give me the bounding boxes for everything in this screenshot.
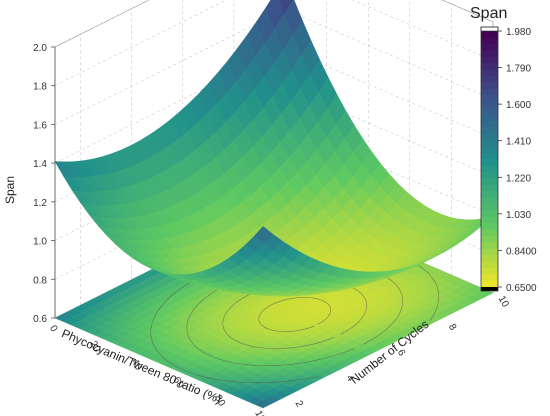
colorbar-segment <box>481 152 498 160</box>
colorbar-segment <box>481 235 498 243</box>
z-tick-label: 0.8 <box>33 275 47 286</box>
z-tick-label: 1.2 <box>33 198 47 209</box>
colorbar-segment <box>481 261 498 269</box>
y-tick-label: 10 <box>496 294 511 310</box>
colorbar-frame <box>480 26 499 292</box>
colorbar-label: 0.8400 <box>506 246 537 257</box>
floor-contour <box>258 297 332 332</box>
colorbar-segment <box>481 242 498 250</box>
colorbar-segment <box>481 127 498 134</box>
colorbar-segment <box>481 101 498 109</box>
colorbar-label: 1.600 <box>506 100 531 111</box>
colorbar-segment <box>481 191 498 198</box>
colorbar-segment <box>481 216 498 224</box>
colorbar-segment <box>481 107 498 115</box>
colorbar-segment <box>481 50 498 58</box>
colorbar-segment <box>481 139 498 147</box>
colorbar-segment <box>481 229 498 237</box>
z-tick-label: 0.6 <box>33 314 47 325</box>
colorbar-cap-top <box>480 26 499 32</box>
colorbar-segment <box>481 210 498 218</box>
colorbar-cap-bottom <box>481 287 498 291</box>
colorbar-segment <box>481 178 498 186</box>
z-tick-label: 2.0 <box>33 43 47 54</box>
colorbar-segment <box>481 197 498 205</box>
gridline <box>54 0 494 48</box>
z-tick-label: 1.0 <box>33 237 47 248</box>
colorbar-segment <box>481 203 498 211</box>
colorbar-segment <box>481 31 498 38</box>
x-tick-label: 40 <box>129 357 144 373</box>
colorbar-segment <box>481 146 498 154</box>
response-surface <box>54 0 494 297</box>
gridline <box>54 47 494 164</box>
colorbar-segment <box>481 56 498 64</box>
colorbar-segment <box>481 165 498 173</box>
colorbar: Span 1.980 1.790 1.600 1.410 1.220 1.030 0.840… <box>470 5 537 294</box>
colorbar-label: 1.410 <box>506 137 531 148</box>
colorbar-segment <box>481 95 498 102</box>
colorbar-segment <box>481 88 498 96</box>
colorbar-label: 0.6500 <box>506 283 537 294</box>
colorbar-segment <box>481 184 498 192</box>
colorbar-segment <box>481 280 498 288</box>
colorbar-segment <box>481 223 498 230</box>
y-tick-label: 4 <box>344 373 357 384</box>
colorbar-segment <box>481 267 498 275</box>
y-tick-label: 8 <box>446 322 459 333</box>
colorbar-segment <box>481 274 498 282</box>
x-tick-label: 20 <box>87 339 102 355</box>
x-tick-label: 100 <box>252 409 270 416</box>
colorbar-segment <box>481 248 498 256</box>
z-axis-label: Span <box>3 176 17 204</box>
gridline <box>54 0 494 86</box>
colorbar-segment <box>481 37 498 45</box>
colorbar-segment <box>481 43 498 51</box>
colorbar-segment <box>481 133 498 141</box>
axis-ticks: 0.6 0.8 1.0 1.2 1.4 1.6 1.8 2.0 0 20 40 60 80 100 2 4 6 8… <box>33 43 511 416</box>
colorbar-segment <box>481 69 498 77</box>
z-tick-label: 1.8 <box>33 82 47 93</box>
x-tick-label: 80 <box>212 393 227 409</box>
colorbar-segment <box>481 120 498 128</box>
x-tick-label: 0 <box>47 324 60 335</box>
colorbar-segment <box>481 63 498 70</box>
colorbar-label: 1.030 <box>506 210 531 221</box>
x-tick-label: 60 <box>170 375 185 391</box>
colorbar-segment <box>481 114 498 122</box>
colorbar-label: 1.220 <box>506 173 531 184</box>
colorbar-segment <box>481 255 498 262</box>
surface-cell <box>253 225 273 244</box>
colorbar-title: Span <box>470 5 507 22</box>
z-tick-label: 1.6 <box>33 120 47 131</box>
colorbar-label: 1.980 <box>506 27 531 38</box>
colorbar-segment <box>481 159 498 166</box>
colorbar-segment <box>481 82 498 90</box>
colorbar-segment <box>481 75 498 83</box>
colorbar-segment <box>481 171 498 179</box>
colorbar-label: 1.790 <box>506 64 531 75</box>
y-tick-label: 2 <box>293 399 306 410</box>
y-tick-label: 6 <box>395 348 408 359</box>
z-tick-label: 1.4 <box>33 159 47 170</box>
